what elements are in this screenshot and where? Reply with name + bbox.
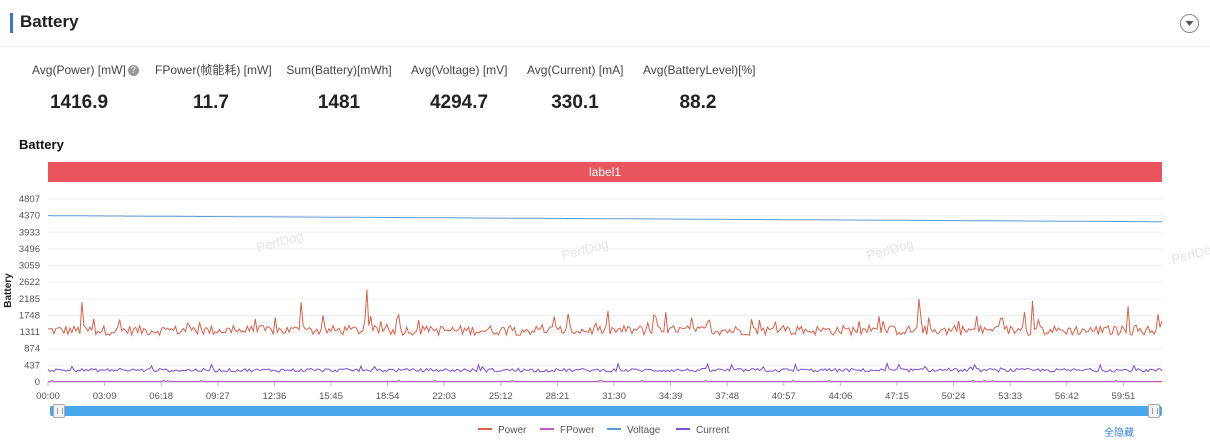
- x-tick-label: 06:18: [149, 391, 173, 402]
- x-tick-label: 47:15: [885, 391, 909, 402]
- slider-handle-left[interactable]: [53, 404, 65, 418]
- x-tick-label: 50:24: [942, 391, 966, 402]
- x-tick-label: 40:57: [772, 391, 796, 402]
- stat-label: Avg(Voltage) [mV]: [411, 63, 508, 77]
- y-tick-label: 1748: [19, 310, 40, 321]
- y-tick-label: 4370: [19, 211, 40, 222]
- y-tick-label: 437: [24, 360, 40, 371]
- stat-value: 88.2: [679, 92, 717, 113]
- series-line-voltage: [48, 215, 1162, 223]
- header-accent-bar: [10, 13, 13, 33]
- y-tick-label: 874: [24, 344, 40, 355]
- legend-label: Current: [696, 425, 730, 436]
- slider-track[interactable]: [50, 406, 1162, 416]
- y-tick-label: 4807: [19, 194, 40, 205]
- legend-label: Power: [498, 425, 527, 436]
- y-tick-label: 2185: [19, 294, 40, 305]
- stat-value: 330.1: [551, 92, 599, 113]
- stat-label: FPower(帧能耗) [mW]: [155, 63, 272, 77]
- y-tick-label: 1311: [20, 327, 40, 338]
- stat-avg-voltage: Avg(Voltage) [mV] 4294.7: [411, 62, 508, 113]
- stat-value: 1481: [317, 92, 361, 113]
- stat-sum-battery: Sum(Battery)[mWh] 1481: [286, 62, 392, 113]
- x-tick-label: 03:09: [93, 391, 117, 402]
- y-tick-label: 3933: [19, 227, 40, 238]
- stat-label: Avg(Current) [mA]: [527, 63, 624, 77]
- stat-fpower: FPower(帧能耗) [mW] 11.7: [155, 62, 272, 113]
- legend-swatch: [676, 428, 690, 430]
- x-tick-label: 56:42: [1055, 391, 1079, 402]
- series-line-current: [47, 361, 1163, 373]
- stat-avg-current: Avg(Current) [mA] 330.1: [527, 62, 624, 113]
- stat-avg-power: Avg(Power) [mW]? 1416.9: [32, 62, 139, 113]
- watermark-text: PerfDog: [560, 236, 610, 263]
- x-tick-label: 09:27: [206, 391, 230, 402]
- stat-avg-battery-level: Avg(BatteryLevel)[%] 88.2: [643, 62, 756, 113]
- time-range-slider[interactable]: [50, 404, 1162, 418]
- y-axis-label: Battery: [3, 273, 14, 308]
- stat-label: Sum(Battery)[mWh]: [286, 63, 392, 77]
- x-tick-label: 31:30: [602, 391, 626, 402]
- x-tick-label: 15:45: [319, 391, 343, 402]
- x-tick-label: 28:21: [545, 391, 569, 402]
- slider-handle-right[interactable]: [1148, 404, 1160, 418]
- x-tick-label: 22:03: [432, 391, 456, 402]
- legend-label: FPower: [560, 425, 595, 436]
- x-tick-label: 53:33: [998, 391, 1022, 402]
- legend-swatch: [607, 428, 621, 430]
- help-icon[interactable]: ?: [127, 65, 139, 76]
- series-line-fpower: [48, 379, 1162, 383]
- chart-title: Battery: [19, 137, 64, 152]
- y-tick-label: 3059: [19, 261, 40, 272]
- x-tick-label: 12:36: [263, 391, 287, 402]
- series-line-power: [47, 289, 1163, 338]
- legend-swatch: [478, 428, 492, 430]
- y-tick-label: 3496: [19, 244, 40, 255]
- legend-item-power[interactable]: Power: [478, 425, 526, 437]
- watermark-text: PerfDog: [865, 236, 915, 263]
- stat-value: 11.7: [193, 92, 229, 113]
- battery-line-chart[interactable]: PerfDog PerfDog PerfDog PerfDog480743703933…: [0, 186, 1210, 404]
- stat-value: 4294.7: [429, 92, 489, 113]
- label-marker-bar[interactable]: label1: [48, 162, 1162, 182]
- stat-label: Avg(Power) [mW]: [32, 63, 126, 77]
- legend-item-current[interactable]: Current: [676, 425, 729, 437]
- stat-value: 1416.9: [49, 92, 109, 113]
- x-tick-label: 37:48: [715, 391, 739, 402]
- hide-all-series-button[interactable]: 全隐藏: [1104, 428, 1134, 439]
- x-tick-label: 18:54: [376, 391, 400, 402]
- chevron-down-icon: [1185, 21, 1194, 26]
- legend-item-voltage[interactable]: Voltage: [607, 425, 660, 437]
- y-tick-label: 0: [35, 377, 40, 388]
- collapse-toggle-button[interactable]: [1180, 14, 1199, 33]
- legend-label: Voltage: [627, 425, 661, 436]
- watermark-text: PerfDog: [1170, 240, 1210, 267]
- x-tick-label: 34:39: [659, 391, 683, 402]
- section-title: Battery: [20, 12, 79, 31]
- x-tick-label: 59:51: [1111, 391, 1135, 402]
- section-header: Battery: [0, 0, 1210, 47]
- x-tick-label: 44:06: [828, 391, 852, 402]
- stat-label: Avg(BatteryLevel)[%]: [643, 63, 756, 77]
- x-tick-label: 00:00: [36, 391, 60, 402]
- y-tick-label: 2622: [19, 277, 40, 288]
- legend-swatch: [540, 428, 554, 430]
- legend-item-fpower[interactable]: FPower: [540, 425, 594, 437]
- x-tick-label: 25:12: [489, 391, 513, 402]
